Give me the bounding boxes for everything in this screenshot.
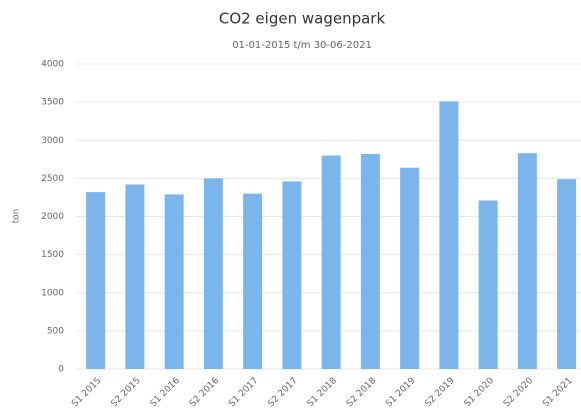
x-tick-label: S1 2018: [306, 376, 340, 409]
bar: [321, 155, 341, 369]
x-tick-label: S2 2016: [188, 376, 222, 409]
y-tick-label: 3500: [41, 98, 64, 108]
x-tick-label: S2 2018: [345, 376, 379, 409]
y-tick-label: 2000: [41, 212, 64, 222]
bar: [125, 184, 145, 369]
bar: [86, 192, 106, 369]
x-tick-label: S2 2020: [502, 376, 536, 409]
x-tick-label: S2 2017: [266, 376, 299, 409]
bar: [243, 193, 263, 369]
x-tick-label: S1 2015: [70, 376, 103, 409]
y-tick-label: 1000: [41, 288, 64, 298]
bar: [203, 178, 223, 369]
bar: [164, 194, 184, 369]
y-axis-label: ton: [12, 209, 22, 224]
x-tick-label: S2 2019: [423, 376, 457, 409]
chart-subtitle: 01-01-2015 t/m 30-06-2021: [232, 40, 372, 51]
y-tick-label: 0: [58, 365, 64, 375]
y-tick-label: 500: [47, 326, 64, 336]
bar: [517, 153, 537, 369]
bar: [282, 181, 302, 369]
x-tick-label: S1 2017: [227, 376, 260, 409]
x-tick-label: S1 2021: [541, 376, 574, 409]
x-tick-label: S2 2015: [109, 376, 142, 409]
bar: [557, 179, 577, 369]
y-tick-label: 3000: [41, 136, 64, 146]
bar: [478, 200, 498, 369]
y-tick-label: 2500: [41, 174, 64, 184]
y-tick-label: 1500: [41, 250, 64, 260]
x-tick-label: S1 2016: [149, 376, 183, 409]
bar: [439, 101, 459, 370]
x-tick-label: S1 2020: [463, 376, 497, 409]
chart-title: CO2 eigen wagenpark: [219, 10, 386, 28]
y-tick-label: 4000: [41, 60, 64, 70]
bar: [400, 167, 420, 369]
bar: [360, 153, 380, 369]
x-tick-label: S1 2019: [384, 376, 418, 409]
